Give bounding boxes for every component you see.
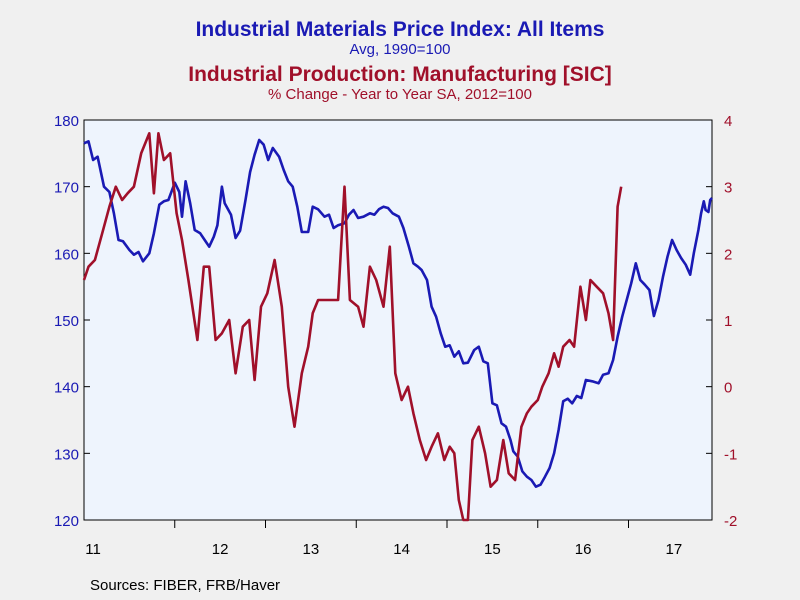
y-right-tick-label: 2 xyxy=(724,246,732,263)
y-left-tick-label: 150 xyxy=(54,313,79,330)
y-left-tick-label: 140 xyxy=(54,380,79,397)
y-left-tick-label: 170 xyxy=(54,180,79,197)
y-right-tick-label: 3 xyxy=(724,180,732,197)
x-tick-label: 17 xyxy=(666,541,683,558)
chart-subtitle-right: % Change - Year to Year SA, 2012=100 xyxy=(268,86,532,103)
x-tick-label: 11 xyxy=(85,541,101,558)
source-note: Sources: FIBER, FRB/Haver xyxy=(90,577,281,594)
x-tick-label: 14 xyxy=(393,541,410,558)
y-left-tick-label: 120 xyxy=(54,513,79,530)
y-right-tick-label: -1 xyxy=(724,446,737,463)
x-tick-label: 13 xyxy=(303,541,320,558)
y-right-tick-label: 1 xyxy=(724,313,732,330)
chart-title: Industrial Materials Price Index: All It… xyxy=(195,18,605,41)
plot-area xyxy=(83,119,713,521)
y-right-tick-label: 4 xyxy=(724,113,732,130)
y-left-tick-label: 160 xyxy=(54,246,79,263)
y-right-tick-label: -2 xyxy=(724,513,737,530)
series-line-left xyxy=(83,138,713,488)
y-right-tick-label: 0 xyxy=(724,380,732,397)
x-tick-label: 12 xyxy=(212,541,229,558)
x-tick-label: 16 xyxy=(575,541,592,558)
chart-title-right: Industrial Production: Manufacturing [SI… xyxy=(188,63,612,86)
series-line-right xyxy=(82,132,623,522)
y-left-tick-label: 130 xyxy=(54,446,79,463)
x-tick-label: 15 xyxy=(484,541,501,558)
chart-subtitle-left: Avg, 1990=100 xyxy=(349,41,451,58)
y-left-tick-label: 180 xyxy=(54,113,79,130)
